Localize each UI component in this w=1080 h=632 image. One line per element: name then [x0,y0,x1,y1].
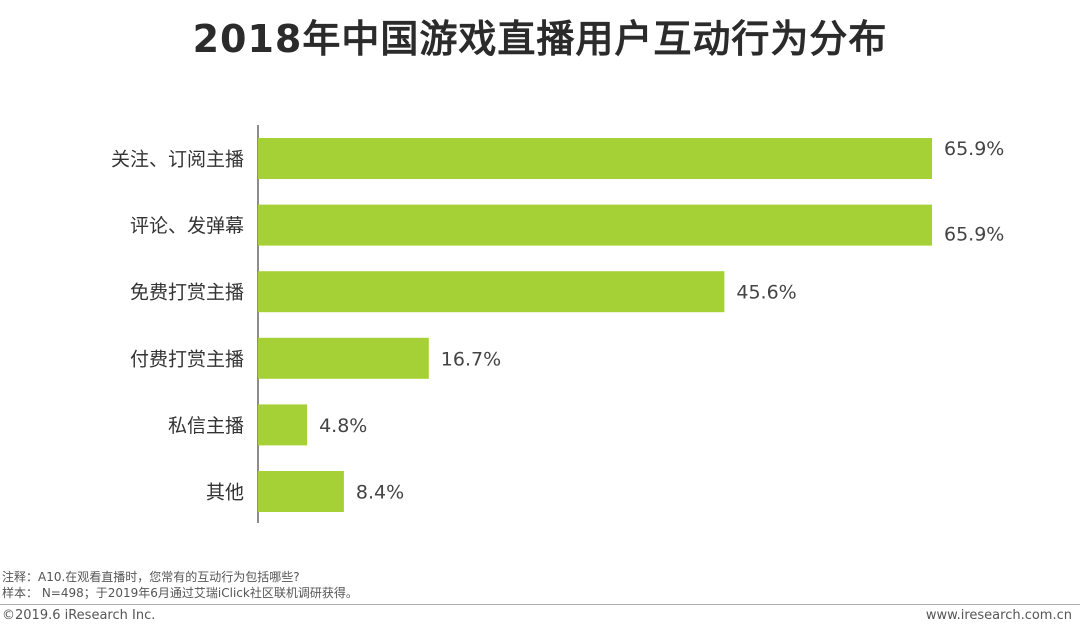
footer-divider [0,604,1080,605]
bar-4 [258,337,429,379]
category-label-4: 付费打赏主播 [130,348,244,370]
category-label-5: 私信主播 [168,415,244,437]
value-label-4: 16.7% [441,348,501,370]
footnote-question: 注释：A10.在观看直播时，您常有的互动行为包括哪些? [2,570,300,584]
bar-chart: 关注、订阅主播 65.9% 评论、发弹幕 65.9% 免费打赏主播 45.6% 付费打赏主播… [111,125,1004,523]
value-label-5: 4.8% [319,415,367,437]
bar-6 [258,471,344,512]
bar-2 [258,204,932,246]
chart-title: 2018年中国游戏直播用户互动行为分布 [192,17,888,61]
category-label-1: 关注、订阅主播 [111,149,244,171]
bar-1 [258,138,932,179]
category-label-2: 评论、发弹幕 [130,215,244,237]
value-label-3: 45.6% [736,282,796,304]
value-label-6: 8.4% [356,482,404,504]
copyright-text: ©2019.6 iResearch Inc. [2,608,156,623]
website-url: www.iresearch.com.cn [925,608,1072,623]
category-label-3: 免费打赏主播 [130,282,244,304]
bar-5 [258,404,308,446]
value-label-2: 65.9% [944,224,1004,246]
bar-3 [258,271,725,313]
value-label-1: 65.9% [944,138,1004,160]
footnote-sample: 样本： N=498；于2019年6月通过艾瑞iClick社区联机调研获得。 [2,586,358,600]
category-label-6: 其他 [206,482,244,504]
